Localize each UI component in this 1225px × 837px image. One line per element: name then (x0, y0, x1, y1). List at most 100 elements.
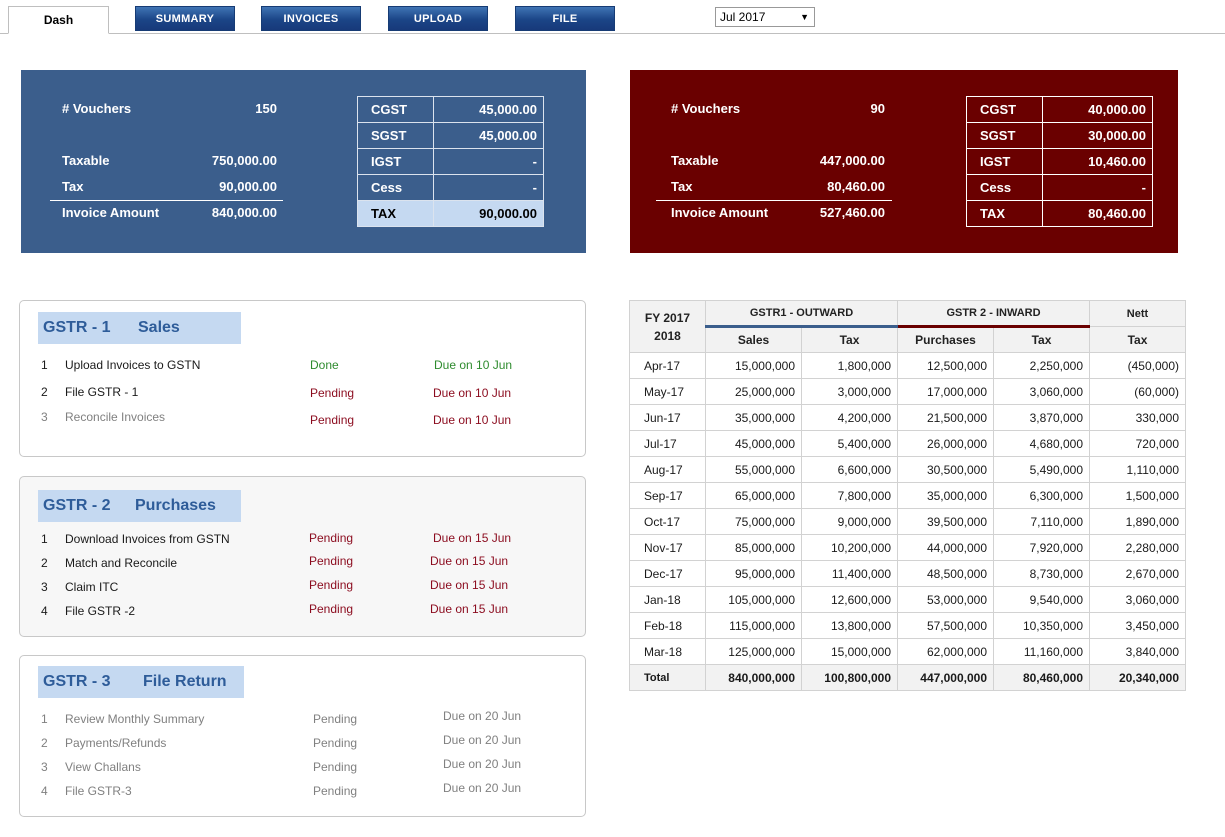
sales-tax: Tax 90,000.00 (62, 177, 277, 197)
value-cell: 3,450,000 (1089, 612, 1186, 639)
task-status: Pending (310, 413, 355, 427)
table-row: Jan-18 105,000,000 12,600,000 53,000,000 9,5… (629, 586, 1186, 613)
purchase-invoice-amount: Invoice Amount 527,460.00 (671, 203, 885, 223)
task-label: Payments/Refunds (65, 736, 167, 750)
value-cell: 4,680,000 (993, 430, 1090, 457)
value-cell: 3,840,000 (1089, 638, 1186, 665)
sales-tax-value: 90,000.00 (219, 179, 277, 194)
gstr3-task-2[interactable]: 2 Payments/Refunds Pending Due on 20 Jun (41, 733, 561, 751)
tax-label: IGST (357, 148, 434, 175)
value-cell: 62,000,000 (897, 638, 994, 665)
gstr3-task-3[interactable]: 3 View Challans Pending Due on 20 Jun (41, 757, 561, 775)
sales-vouchers: # Vouchers 150 (62, 99, 277, 119)
value-cell: 330,000 (1089, 404, 1186, 431)
task-label: Reconcile Invoices (65, 410, 166, 424)
gstr2-code: GSTR - 2 (43, 497, 111, 514)
tax-row: CGST 40,000.00 (966, 96, 1153, 123)
value-cell: 7,920,000 (993, 534, 1090, 561)
chevron-down-icon: ▼ (800, 12, 809, 22)
value-cell: 15,000,000 (705, 352, 802, 379)
tax-value: 40,000.00 (1042, 96, 1153, 123)
fy-line-1: FY 2017 (644, 310, 691, 325)
sales-divider (50, 200, 283, 201)
table-row: Sep-17 65,000,000 7,800,000 35,000,000 6,300… (629, 482, 1186, 509)
gstr1-task-1[interactable]: 1 Upload Invoices to GSTN Done Due on 10… (41, 357, 561, 373)
sales-taxable-value: 750,000.00 (211, 153, 277, 168)
value-cell: 48,500,000 (897, 560, 994, 587)
file-button[interactable]: FILE (515, 6, 615, 31)
tax-label: CGST (966, 96, 1043, 123)
gstr1-code: GSTR - 1 (43, 319, 111, 336)
summary-button[interactable]: SUMMARY (135, 6, 235, 31)
value-cell: 3,060,000 (1089, 586, 1186, 613)
value-cell: 2,280,000 (1089, 534, 1186, 561)
value-cell: 3,870,000 (993, 404, 1090, 431)
table-row: Apr-17 15,000,000 1,800,000 12,500,000 2,250… (629, 352, 1186, 379)
gstr1-task-3[interactable]: 3 Reconcile Invoices Pending Due on 10 J… (41, 409, 561, 427)
table-row: Mar-18 125,000,000 15,000,000 62,000,000 11,… (629, 638, 1186, 665)
task-label: File GSTR - 1 (65, 385, 139, 399)
task-label: File GSTR -2 (65, 604, 136, 618)
task-status: Pending (309, 554, 354, 568)
table-row: Aug-17 55,000,000 6,600,000 30,500,000 5,490… (629, 456, 1186, 483)
purchase-invoice-value: 527,460.00 (819, 205, 885, 220)
value-cell: 6,300,000 (993, 482, 1090, 509)
tax-label: CGST (357, 96, 434, 123)
gstr2-task-2[interactable]: 2 Match and Reconcile Pending Due on 15 … (41, 554, 561, 571)
tax-total-row: TAX 80,460.00 (966, 200, 1153, 227)
tax-value: 45,000.00 (433, 122, 544, 149)
task-due: Due on 10 Jun (433, 413, 512, 427)
invoices-button[interactable]: INVOICES (261, 6, 361, 31)
month-cell: Feb-18 (629, 612, 706, 639)
value-cell: 75,000,000 (705, 508, 802, 535)
tax-label: TAX (966, 200, 1043, 227)
task-number: 3 (41, 760, 48, 774)
purchase-tax-label: Tax (671, 179, 693, 194)
tax-value: 80,460.00 (1042, 200, 1153, 227)
total-cell: 100,800,000 (801, 664, 898, 691)
tab-dash[interactable]: Dash (8, 6, 109, 34)
month-cell: Aug-17 (629, 456, 706, 483)
task-due: Due on 20 Jun (443, 733, 522, 747)
tax-label: IGST (966, 148, 1043, 175)
gstr3-header: GSTR - 3 File Return (38, 666, 244, 698)
task-number: 1 (41, 712, 48, 726)
value-cell: 4,200,000 (801, 404, 898, 431)
purchase-vouchers: # Vouchers 90 (671, 99, 885, 119)
gstr2-task-1[interactable]: 1 Download Invoices from GSTN Pending Du… (41, 531, 561, 547)
value-cell: 2,670,000 (1089, 560, 1186, 587)
column-header: Tax (993, 326, 1090, 353)
task-due: Due on 20 Jun (443, 709, 522, 723)
value-cell: 6,600,000 (801, 456, 898, 483)
gstr1-task-2[interactable]: 2 File GSTR - 1 Pending Due on 10 Jun (41, 384, 561, 400)
gstr3-task-1[interactable]: 1 Review Monthly Summary Pending Due on … (41, 709, 561, 727)
value-cell: 3,000,000 (801, 378, 898, 405)
value-cell: 17,000,000 (897, 378, 994, 405)
gstr2-task-3[interactable]: 3 Claim ITC Pending Due on 15 Jun (41, 578, 561, 595)
total-cell: 20,340,000 (1089, 664, 1186, 691)
task-status: Pending (309, 531, 354, 545)
value-cell: 45,000,000 (705, 430, 802, 457)
task-due: Due on 10 Jun (434, 358, 513, 372)
task-label: Download Invoices from GSTN (65, 532, 230, 546)
month-cell: Jan-18 (629, 586, 706, 613)
value-cell: 26,000,000 (897, 430, 994, 457)
gstr3-task-4[interactable]: 4 File GSTR-3 Pending Due on 20 Jun (41, 781, 561, 799)
tax-row: Cess - (966, 174, 1153, 201)
gstr2-task-4[interactable]: 4 File GSTR -2 Pending Due on 15 Jun (41, 602, 561, 619)
table-row: Nov-17 85,000,000 10,200,000 44,000,000 7,92… (629, 534, 1186, 561)
task-status: Pending (309, 602, 354, 616)
purchase-vouchers-label: # Vouchers (671, 101, 741, 116)
task-label: Claim ITC (65, 580, 119, 594)
tax-value: - (1042, 174, 1153, 201)
upload-button[interactable]: UPLOAD (388, 6, 488, 31)
tax-value: 90,000.00 (433, 200, 544, 227)
month-select[interactable]: Jul 2017 ▼ (715, 7, 815, 27)
month-cell: Jun-17 (629, 404, 706, 431)
gstr2-header: GSTR - 2 Purchases (38, 490, 241, 522)
gstr2-name: Purchases (135, 497, 216, 514)
value-cell: 12,600,000 (801, 586, 898, 613)
month-cell: Apr-17 (629, 352, 706, 379)
table-row: Jul-17 45,000,000 5,400,000 26,000,000 4,680… (629, 430, 1186, 457)
tax-row: CGST 45,000.00 (357, 96, 544, 123)
